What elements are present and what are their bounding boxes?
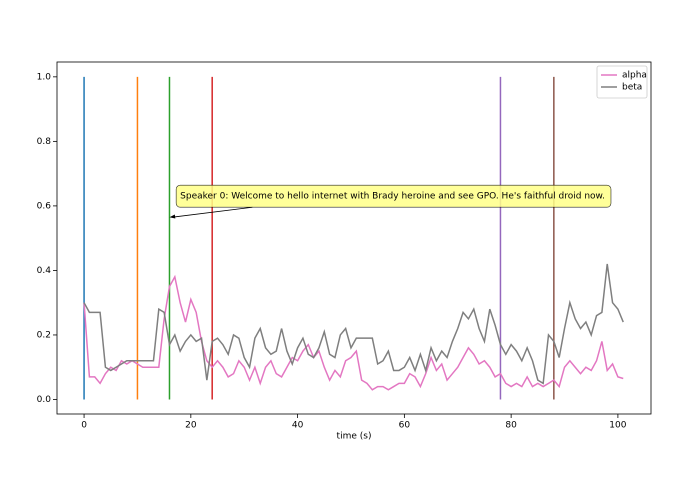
y-tick-label: 0.0 bbox=[37, 395, 52, 405]
annotation-text: Speaker 0: Welcome to hello internet wit… bbox=[180, 192, 605, 202]
annotation-arrow bbox=[172, 206, 253, 218]
y-tick-label: 0.4 bbox=[37, 266, 52, 276]
x-axis-label: time (s) bbox=[337, 432, 372, 442]
series-line bbox=[83, 263, 624, 385]
y-tick-label: 1.0 bbox=[37, 72, 52, 82]
y-tick-label: 0.2 bbox=[37, 330, 51, 340]
annotation-box bbox=[175, 184, 612, 208]
x-tick-label: 100 bbox=[609, 421, 626, 431]
annotation-arrowhead bbox=[169, 214, 176, 219]
x-tick-label: 60 bbox=[399, 421, 411, 431]
series-line bbox=[83, 274, 624, 391]
legend-box bbox=[596, 65, 648, 99]
legend-label: alpha bbox=[622, 71, 647, 81]
x-tick-label: 40 bbox=[292, 421, 304, 431]
legend-label: beta bbox=[622, 83, 642, 93]
x-tick-label: 80 bbox=[505, 421, 517, 431]
y-tick-label: 0.6 bbox=[37, 201, 52, 211]
y-tick-label: 0.8 bbox=[37, 137, 52, 147]
plot-frame bbox=[56, 61, 652, 415]
x-tick-label: 0 bbox=[81, 421, 87, 431]
x-tick-label: 20 bbox=[185, 421, 197, 431]
